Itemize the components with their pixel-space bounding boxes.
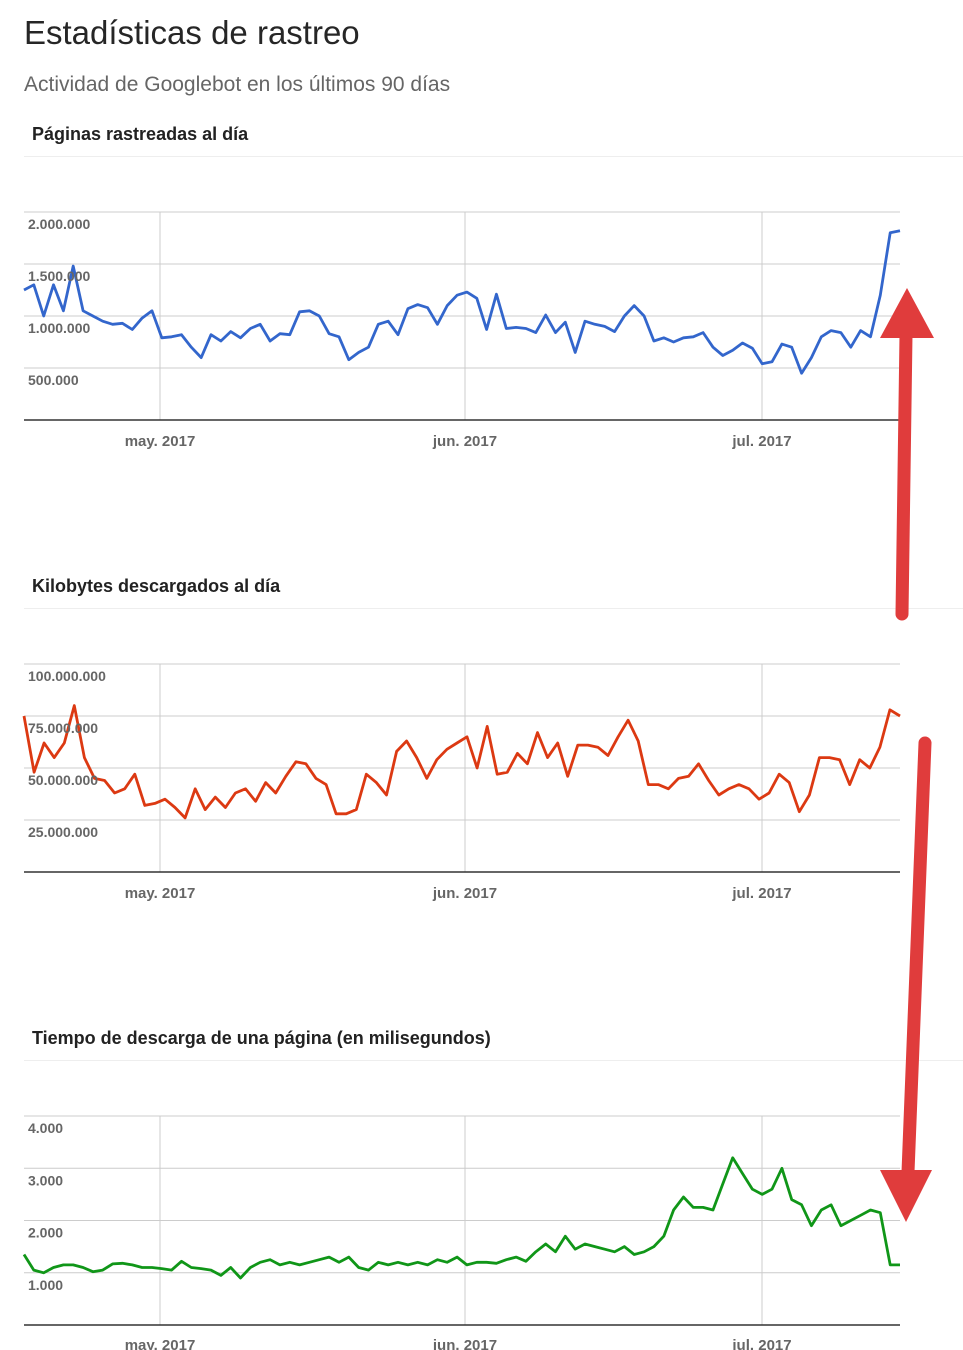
x-tick-label: jun. 2017: [432, 433, 497, 450]
y-tick-label: 4.000: [28, 1120, 63, 1136]
x-tick-label: may. 2017: [125, 433, 196, 450]
section-divider: [24, 156, 963, 157]
x-tick-label: may. 2017: [125, 1337, 196, 1350]
y-tick-label: 50.000.000: [28, 772, 98, 788]
y-tick-label: 100.000.000: [28, 668, 106, 684]
x-tick-label: jul. 2017: [731, 433, 791, 450]
x-tick-label: jul. 2017: [731, 885, 791, 902]
series-line: [23, 229, 901, 375]
y-tick-label: 3.000: [28, 1172, 63, 1188]
y-tick-label: 1.500.000: [28, 268, 90, 284]
page-subtitle: Actividad de Googlebot en los últimos 90…: [24, 73, 451, 96]
series-line: [22, 704, 901, 820]
y-tick-label: 2.000: [28, 1225, 63, 1241]
section-divider: [24, 1060, 963, 1061]
x-tick-label: jun. 2017: [432, 885, 497, 902]
y-tick-label: 1.000: [28, 1277, 63, 1293]
y-tick-label: 1.000.000: [28, 320, 90, 336]
chart-title-kb: Kilobytes descargados al día: [32, 576, 281, 596]
y-tick-label: 25.000.000: [28, 824, 98, 840]
series-line: [22, 1156, 900, 1280]
y-tick-label: 2.000.000: [28, 216, 90, 232]
y-tick-label: 500.000: [28, 372, 79, 388]
chart-title-time: Tiempo de descarga de una página (en mil…: [32, 1028, 491, 1048]
page-title: Estadísticas de rastreo: [24, 14, 360, 51]
x-tick-label: jun. 2017: [432, 1337, 497, 1350]
y-tick-label: 75.000.000: [28, 720, 98, 736]
x-tick-label: jul. 2017: [731, 1337, 791, 1350]
section-divider: [24, 608, 963, 609]
x-tick-label: may. 2017: [125, 885, 196, 902]
chart-title-pages: Páginas rastreadas al día: [32, 124, 249, 144]
